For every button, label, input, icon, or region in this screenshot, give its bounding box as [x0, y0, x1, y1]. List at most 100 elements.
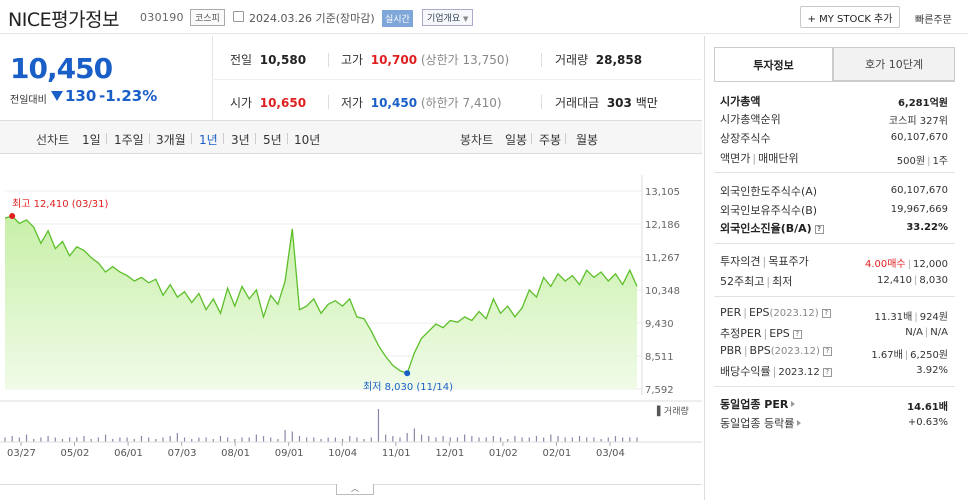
- realtime-button[interactable]: 실시간: [382, 10, 413, 27]
- help-icon[interactable]: ?: [821, 309, 831, 318]
- volume-bar: [255, 434, 257, 442]
- volume-bar: [392, 436, 394, 442]
- volume-bar: [334, 437, 336, 442]
- trade-amount: 거래대금 303 백만: [555, 96, 658, 110]
- day-high: 고가 10,700 (상한가 13,750): [341, 53, 510, 67]
- corp-overview-dropdown[interactable]: 기업개요 ▼: [422, 9, 474, 26]
- caret-right-icon: [791, 401, 796, 407]
- candle-monthly[interactable]: 월봉: [576, 133, 599, 147]
- sector-rate: +0.63%: [907, 417, 948, 428]
- period-10y[interactable]: 10년: [294, 133, 321, 147]
- volume-bar: [499, 437, 502, 442]
- y-tick-label: 7,592: [645, 385, 674, 396]
- foreign-limit: 60,107,670: [890, 185, 948, 196]
- volume-bar: [327, 437, 329, 442]
- divider: [212, 79, 702, 80]
- divider: [714, 172, 955, 173]
- volume-bar: [593, 437, 595, 442]
- high-annotation: 최고 12,410 (03/31): [12, 198, 108, 210]
- change-label: 전일대비: [10, 95, 47, 106]
- volume-bar: [198, 437, 200, 442]
- volume-bar: [69, 437, 71, 442]
- volume-bar: [406, 433, 408, 442]
- low-marker: [404, 370, 411, 377]
- volume-bar: [162, 437, 164, 442]
- volume-bar: [11, 436, 13, 442]
- mystock-add-button[interactable]: + MY STOCK 추가: [800, 6, 900, 28]
- volume-bar: [270, 437, 272, 442]
- dividend: 3.92%: [916, 365, 948, 376]
- side-panel: [704, 36, 968, 500]
- volume-bar: [176, 433, 178, 442]
- high-marker: [9, 212, 16, 219]
- volume-bar: [33, 439, 35, 442]
- y-tick-label: 10,348: [645, 286, 680, 297]
- volume-bar: [313, 437, 315, 442]
- help-icon[interactable]: ?: [822, 347, 832, 356]
- period-5y[interactable]: 5년: [263, 133, 282, 147]
- volume-bar: [607, 437, 609, 442]
- volume-bar: [284, 430, 286, 442]
- y-tick-label: 8,511: [645, 352, 674, 363]
- calendar-icon: [233, 11, 244, 22]
- volume-bar: [428, 436, 430, 442]
- chevron-up-icon: ︿: [351, 484, 359, 493]
- volume-bar: [320, 439, 322, 442]
- stock-name: NICE평가정보: [8, 9, 120, 31]
- volume-bar: [528, 437, 530, 442]
- volume-bar: [478, 437, 480, 442]
- candle-daily[interactable]: 일봉: [505, 133, 528, 147]
- divider: [328, 95, 329, 109]
- sector-rate-link[interactable]: 동일업종 등락률: [720, 415, 802, 431]
- shares: 60,107,670: [890, 132, 948, 143]
- volume-bar: [4, 437, 6, 442]
- stock-code: 030190: [140, 11, 184, 24]
- divider: [541, 95, 542, 109]
- price-chart[interactable]: 13,105 12,186 11,267 10,348 9,430 8,511 7,592 최…: [0, 155, 702, 485]
- help-icon[interactable]: ?: [822, 368, 832, 377]
- volume-bar: [399, 437, 401, 442]
- x-tick-label: 03/27: [7, 448, 36, 459]
- volume-bar: [550, 434, 552, 442]
- volume-bar: [629, 437, 631, 442]
- volume-bar: [76, 437, 78, 442]
- y-tick-label: 12,186: [645, 220, 680, 231]
- volume-bar: [90, 439, 92, 442]
- volume-bar: [191, 439, 193, 442]
- par-unit: 500원 | 1주: [896, 156, 948, 167]
- volume-bar: [212, 439, 214, 442]
- volume-bar: [442, 436, 444, 442]
- tab-invest-info[interactable]: 투자정보: [714, 47, 833, 81]
- period-1d[interactable]: 1일: [82, 133, 101, 147]
- help-icon[interactable]: ?: [792, 330, 802, 339]
- volume-bar: [514, 436, 516, 442]
- volume-bar: [277, 439, 279, 442]
- down-arrow-icon: [51, 91, 63, 101]
- volume-bar: [456, 437, 459, 442]
- volume-bar: [535, 436, 538, 442]
- volume-bar: [377, 409, 380, 442]
- volume-bar: [622, 437, 624, 442]
- foreign-hold: 19,967,669: [890, 204, 948, 215]
- change-amount: 130: [65, 87, 97, 105]
- collapse-button[interactable]: ︿: [336, 484, 374, 495]
- volume-bar: [262, 436, 265, 442]
- chevron-down-icon: ▼: [463, 15, 469, 23]
- period-3m[interactable]: 3개월: [156, 133, 186, 147]
- per-eps-label: PER | EPS(2023.12)?: [720, 306, 831, 319]
- candle-weekly[interactable]: 주봉: [539, 133, 562, 147]
- tab-hoga-10[interactable]: 호가 10단계: [833, 47, 955, 81]
- volume-bar: [385, 434, 387, 442]
- fast-order-link[interactable]: 빠른주문: [915, 15, 952, 26]
- period-1y[interactable]: 1년: [199, 133, 218, 147]
- volume-bar: [169, 436, 171, 442]
- help-icon[interactable]: ?: [814, 225, 824, 234]
- period-3y[interactable]: 3년: [231, 133, 250, 147]
- foreign-ratio: 33.22%: [906, 222, 948, 233]
- sector-per-link[interactable]: 동일업종 PER: [720, 396, 796, 412]
- period-1w[interactable]: 1주일: [114, 133, 144, 147]
- divider: [328, 53, 329, 67]
- volume-bar: [298, 436, 301, 442]
- stock-header: [0, 0, 968, 34]
- volume-bar: [564, 437, 566, 442]
